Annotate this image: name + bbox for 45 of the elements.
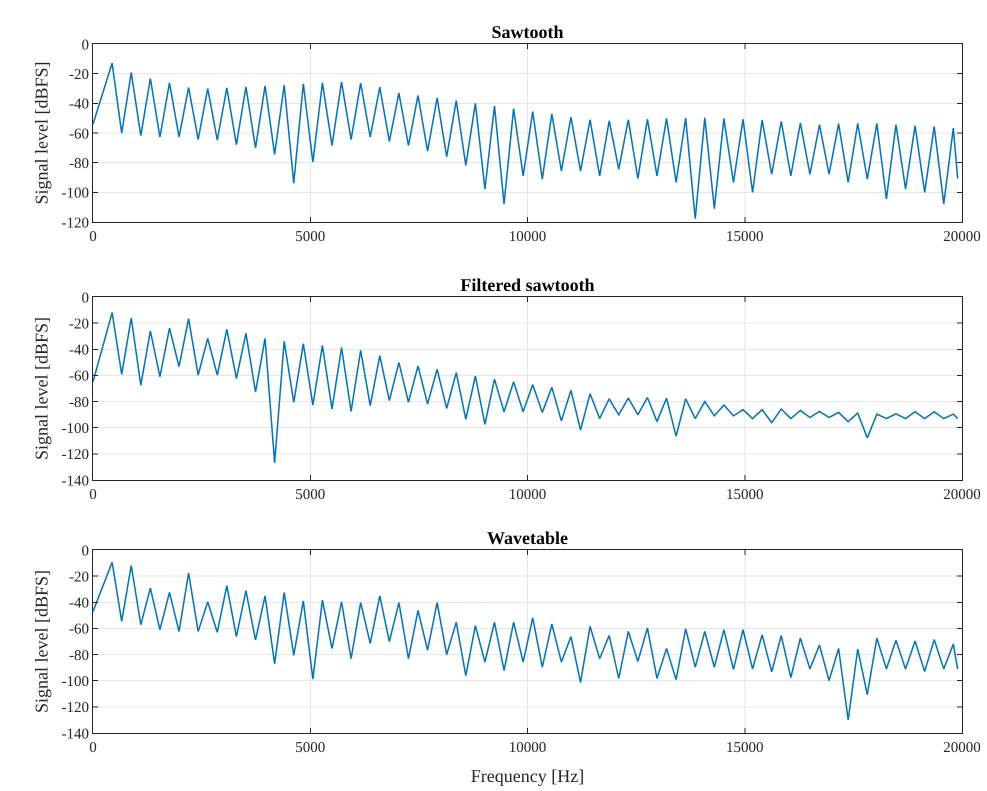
x-tick-label: 10000 xyxy=(508,229,546,245)
x-tick-label: 10000 xyxy=(508,740,546,756)
x-tick-label: 15000 xyxy=(726,229,764,245)
line-series xyxy=(93,312,958,464)
y-tick-label: -100 xyxy=(62,186,89,202)
y-tick-label: -20 xyxy=(69,66,89,83)
x-tick-label: 5000 xyxy=(295,740,326,756)
y-tick-label: 0 xyxy=(82,543,89,560)
x-tick-label: 20000 xyxy=(943,229,981,245)
y-tick-label: -120 xyxy=(62,215,89,232)
x-tick-label: 5000 xyxy=(295,487,326,503)
y-tick-label: -40 xyxy=(69,596,89,612)
y-tick-label: 0 xyxy=(82,290,89,306)
y-tick-label: -20 xyxy=(69,569,89,586)
y-tick-label: -100 xyxy=(62,674,89,690)
y-tick-label: -20 xyxy=(69,316,89,332)
line-series xyxy=(93,62,958,220)
y-tick-label: -140 xyxy=(62,726,89,742)
y-tick-label: -80 xyxy=(69,648,89,664)
x-tick-label: 10000 xyxy=(508,487,546,503)
y-axis-title: Signal level [dBFS] xyxy=(32,317,52,460)
y-tick-label: -60 xyxy=(69,126,89,142)
x-axis-title: Frequency [Hz] xyxy=(470,766,584,786)
y-tick-label: -120 xyxy=(62,447,89,464)
x-tick-label: 15000 xyxy=(726,740,764,756)
y-tick-label: 0 xyxy=(82,37,89,54)
chart-title: Sawtooth xyxy=(491,22,564,42)
y-tick-label: -40 xyxy=(69,342,89,359)
y-tick-label: -60 xyxy=(69,622,89,638)
y-tick-label: -80 xyxy=(69,156,89,172)
y-axis-title: Signal level [dBFS] xyxy=(32,62,52,204)
y-tick-label: -140 xyxy=(62,473,89,490)
y-tick-label: -80 xyxy=(69,394,89,411)
y-tick-label: -40 xyxy=(69,96,89,113)
x-tick-label: 5000 xyxy=(295,229,326,245)
y-tick-label: -100 xyxy=(62,420,89,437)
line-series xyxy=(93,562,958,721)
y-axis-title: Signal level [dBFS] xyxy=(32,570,52,713)
y-tick-label: -120 xyxy=(62,700,89,716)
x-tick-label: 20000 xyxy=(943,487,981,503)
chart-title: Wavetable xyxy=(487,528,568,548)
x-tick-label: 15000 xyxy=(726,487,764,503)
y-tick-label: -60 xyxy=(69,368,89,385)
chart-title: Filtered sawtooth xyxy=(460,275,595,295)
x-tick-label: 20000 xyxy=(943,740,981,756)
